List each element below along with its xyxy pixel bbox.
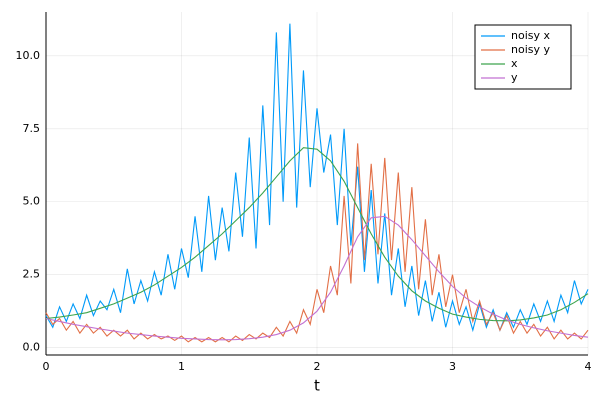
y-tick-label: 10.0 xyxy=(16,49,41,62)
y-tick-label: 7.5 xyxy=(23,122,41,135)
series-line xyxy=(45,215,589,341)
legend-label: y xyxy=(511,71,518,84)
legend-label: noisy x xyxy=(511,29,550,42)
x-tick-label: 0 xyxy=(43,360,50,373)
y-tick-label: 5.0 xyxy=(23,195,41,208)
y-tick-label: 2.5 xyxy=(23,268,41,281)
x-tick-label: 3 xyxy=(449,360,456,373)
x-axis-label: t xyxy=(314,377,320,395)
series-line xyxy=(45,143,589,343)
x-tick-label: 1 xyxy=(178,360,185,373)
x-tick-label: 4 xyxy=(585,360,592,373)
series-line xyxy=(45,147,589,322)
legend-label: x xyxy=(511,57,518,70)
y-tick-label: 0.0 xyxy=(23,341,41,354)
x-tick-label: 2 xyxy=(314,360,321,373)
legend-label: noisy y xyxy=(511,43,550,56)
